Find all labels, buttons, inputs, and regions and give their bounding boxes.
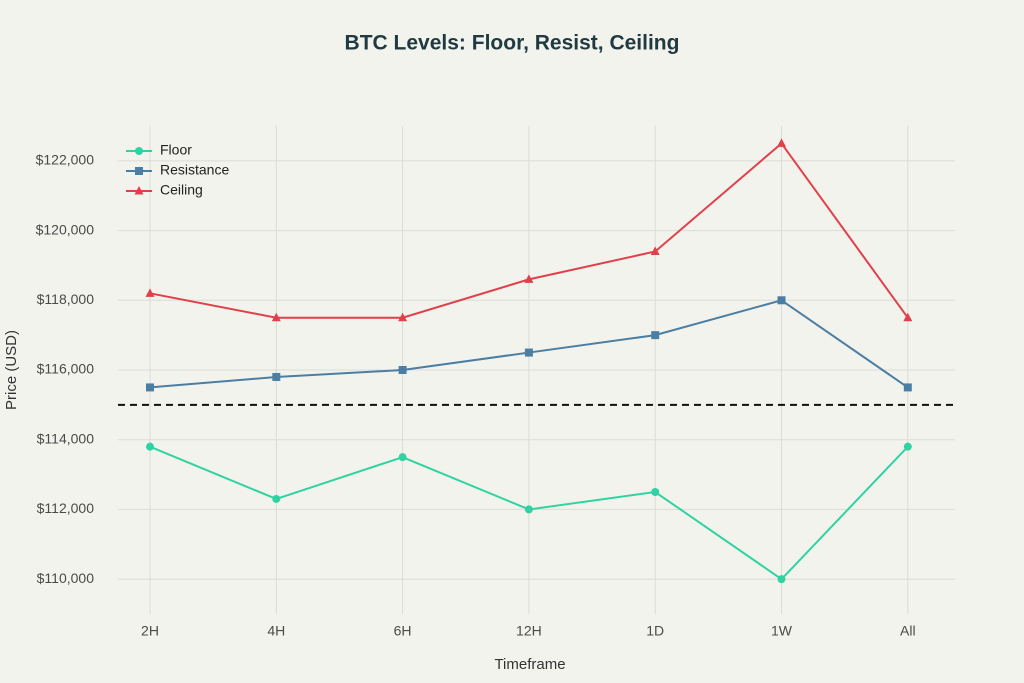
x-tick-label: 6H [394, 623, 412, 639]
y-tick-label: $118,000 [37, 291, 95, 307]
data-point [524, 274, 534, 283]
data-point [903, 383, 912, 392]
chart-title: BTC Levels: Floor, Resist, Ceiling [345, 32, 680, 55]
data-point [146, 442, 154, 451]
data-point [272, 494, 281, 503]
y-tick-label: $122,000 [36, 152, 95, 168]
x-tick-label: 1W [771, 623, 793, 639]
x-tick-label: 2H [141, 623, 159, 639]
x-tick-label: 1D [646, 623, 664, 639]
x-tick-label: 4H [267, 623, 285, 639]
data-point [650, 246, 660, 255]
y-tick-label: $120,000 [36, 221, 95, 237]
legend: Floor Resistance Ceiling [126, 142, 229, 198]
y-tick-label: $114,000 [37, 430, 95, 446]
legend-label: Floor [160, 142, 192, 158]
data-point [777, 296, 786, 305]
x-tick-label: 12H [516, 623, 542, 639]
legend-marker [135, 147, 143, 155]
data-point [903, 312, 913, 322]
y-tick-label: $112,000 [37, 500, 95, 516]
data-point [398, 366, 407, 374]
data-point [272, 372, 281, 381]
y-tick-label: $110,000 [37, 570, 95, 586]
data-point [398, 453, 407, 462]
data-point [524, 505, 533, 514]
data-point [651, 488, 660, 496]
y-axis-title: Price (USD) [3, 330, 20, 410]
legend-label: Resistance [160, 162, 229, 178]
data-point [398, 312, 408, 322]
data-point [146, 383, 154, 392]
legend-marker [134, 186, 144, 195]
legend-label: Ceiling [160, 182, 203, 198]
x-tick-label: All [900, 623, 916, 639]
legend-marker [135, 167, 143, 175]
data-point [271, 312, 281, 322]
x-axis-title: Timeframe [494, 656, 565, 673]
data-point [651, 331, 660, 340]
data-point [524, 348, 533, 357]
data-point [145, 288, 155, 297]
data-point [903, 442, 912, 451]
y-tick-label: $116,000 [37, 361, 95, 377]
data-point [777, 575, 786, 584]
data-point [777, 138, 786, 147]
